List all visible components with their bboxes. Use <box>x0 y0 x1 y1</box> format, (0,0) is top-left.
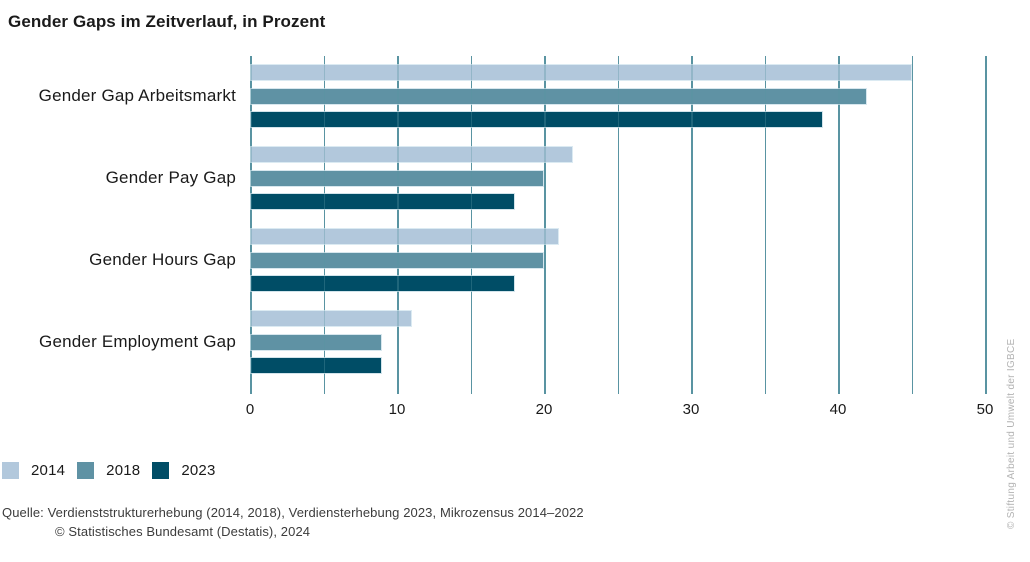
gridline-5 <box>323 56 325 394</box>
gridline-10 <box>397 56 399 394</box>
legend-label-2023: 2023 <box>181 462 216 479</box>
gridline-0 <box>250 56 252 394</box>
x-tick-label-30: 30 <box>682 401 700 418</box>
bar-2023-gender-hours-gap <box>250 275 515 292</box>
source-line-1: Quelle: Verdienststrukturerhebung (2014,… <box>2 505 584 520</box>
legend-label-2014: 2014 <box>31 462 66 479</box>
bar-2018-gender-employment-gap <box>250 333 383 351</box>
legend: 2014 2018 2023 <box>2 462 216 479</box>
x-tick-label-20: 20 <box>535 401 553 418</box>
bar-2023-gender-gap-arbeitsmarkt <box>250 111 824 128</box>
gridline-40 <box>838 56 840 394</box>
legend-swatch-2018 <box>77 462 95 479</box>
gridline-20 <box>544 56 546 394</box>
gridline-50 <box>985 56 987 394</box>
source-line-2: © Statistisches Bundesamt (Destatis), 20… <box>55 524 311 539</box>
gridline-50 <box>985 56 987 394</box>
gridline-25 <box>617 56 619 394</box>
gridline-20 <box>544 56 546 394</box>
chart-title: Gender Gaps im Zeitverlauf, in Prozent <box>8 12 326 31</box>
gridline-25 <box>617 56 619 394</box>
bar-2018-gender-gap-arbeitsmarkt <box>250 87 868 105</box>
legend-label-2018: 2018 <box>106 462 141 479</box>
x-tick-label-50: 50 <box>976 401 994 418</box>
source-note: Quelle: Verdienststrukturerhebung (2014,… <box>2 503 584 541</box>
category-label-gender-employment-gap: Gender Employment Gap <box>39 332 236 351</box>
gridline-10 <box>397 56 399 394</box>
gridline-15 <box>470 56 472 394</box>
x-tick-label-10: 10 <box>388 401 406 418</box>
bar-2014-gender-employment-gap <box>250 310 412 327</box>
category-label-gender-pay-gap: Gender Pay Gap <box>105 168 236 187</box>
bar-2023-gender-employment-gap <box>250 357 383 374</box>
gridline-45 <box>911 56 913 394</box>
gridline-30 <box>691 56 693 394</box>
bar-2014-gender-hours-gap <box>250 228 559 245</box>
gridline-35 <box>764 56 766 394</box>
legend-swatch-2014 <box>2 462 19 479</box>
legend-swatch-2023 <box>152 462 170 479</box>
legend-item-2023: 2023 <box>152 462 215 479</box>
gridline-0 <box>250 56 252 394</box>
bar-2018-gender-pay-gap <box>250 169 544 187</box>
x-tick-label-40: 40 <box>829 401 847 418</box>
legend-item-2018: 2018 <box>77 462 140 479</box>
category-label-gender-gap-arbeitsmarkt: Gender Gap Arbeitsmarkt <box>38 86 236 105</box>
x-tick-label-0: 0 <box>245 401 255 418</box>
bar-2014-gender-gap-arbeitsmarkt <box>250 64 912 81</box>
gridline-45 <box>911 56 913 394</box>
gridline-5 <box>323 56 325 394</box>
gridline-35 <box>764 56 766 394</box>
category-label-gender-hours-gap: Gender Hours Gap <box>89 250 236 269</box>
gridline-30 <box>691 56 693 394</box>
bar-2014-gender-pay-gap <box>250 146 574 163</box>
legend-item-2014: 2014 <box>2 462 65 479</box>
bar-2023-gender-pay-gap <box>250 193 515 210</box>
bar-2018-gender-hours-gap <box>250 251 544 269</box>
gridline-40 <box>838 56 840 394</box>
gridline-15 <box>470 56 472 394</box>
